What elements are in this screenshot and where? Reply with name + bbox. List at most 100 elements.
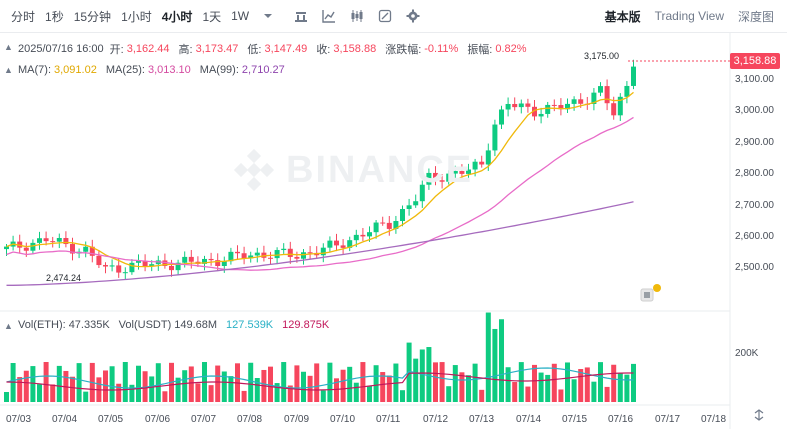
interval-timeline[interactable]: 分时 [11,9,36,24]
ma25-value: 3,013.10 [147,64,191,76]
interval-1h[interactable]: 1小时 [121,9,152,24]
change-value: -0.11% [424,43,459,55]
candle-body [254,252,260,256]
volume-bar [419,349,425,402]
volume-bar [479,389,485,402]
view-tradingview[interactable]: Trading View [654,9,724,23]
interval-1d[interactable]: 1天 [202,9,222,24]
high-label: 高: [178,44,193,56]
view-basic[interactable]: 基本版 [604,9,641,24]
volume-bar [314,363,320,402]
volume-bar [598,362,603,402]
time-axis-label: 07/08 [237,414,263,425]
candle-body [518,103,524,108]
candle-body [122,272,128,274]
time-axis-label: 07/12 [423,414,449,425]
price-axis-label: 2,500.00 [735,262,774,273]
time-axis-label: 07/10 [330,414,356,425]
price-axis-label: 2,700.00 [735,200,774,211]
interval-1w[interactable]: 1W [231,9,250,23]
ma99-value: 2,710.27 [241,64,285,76]
candle-body [611,103,617,116]
candle-body [89,246,95,256]
watermark-text: BINANCE [286,148,474,191]
volume-bar [611,364,617,402]
candle-body [208,258,214,261]
ohlc-info: 2025/07/16 16:00 开: 3,162.44 高: 3,173.47… [18,41,536,57]
candle-body [604,86,610,104]
volume-axis-label: 200K [735,348,759,359]
volume-bar [23,370,29,402]
chart-toolbar: 分时 1秒 15分钟 1小时 4小时 1天 1W 基本版 Trading Vie… [0,0,787,32]
ma25-line [6,116,634,271]
volume-bar [571,379,577,402]
plugin-icon[interactable] [640,284,661,302]
candle-body [4,246,9,250]
volume-bar [617,372,623,402]
candle-body [380,222,386,224]
volume-bar [532,364,537,402]
volume-bar [505,367,511,402]
collapse-ohlc-icon[interactable]: ▲ [4,42,13,52]
candle-type-icon[interactable] [292,7,310,25]
candle-body [307,252,313,254]
candle-body [294,256,300,259]
candle-body [446,173,452,182]
volume-bar [182,370,188,402]
volume-bar [353,382,359,402]
candle-body [400,209,405,222]
volume-bar [327,362,333,402]
volume-bar [525,386,531,402]
indicator-icon[interactable] [320,7,338,25]
volume-bar [116,383,122,402]
candle-body [466,169,471,174]
interval-4h[interactable]: 4小时 [161,9,193,24]
volume-bar [558,389,564,402]
volume-bar [386,375,392,402]
collapse-volume-icon[interactable]: ▲ [4,321,13,331]
volume-bar [340,369,346,402]
axis-settings-icon[interactable] [753,409,767,423]
open-label: 开: [109,44,124,56]
candle-body [301,252,306,259]
interval-1s[interactable]: 1秒 [45,9,64,24]
candle-body [459,171,465,174]
time-axis-label: 07/18 [701,414,727,425]
volume-bar [631,363,636,402]
interval-selector: 分时 1秒 15分钟 1小时 4小时 1天 1W [0,7,427,25]
vol-eth-label: Vol(ETH): [18,319,66,331]
volume-bar [208,385,214,402]
ma99-label: MA(99): [199,64,239,76]
candle-body [23,247,29,251]
volume-bar [452,365,458,402]
time-axis-label: 07/16 [608,414,634,425]
collapse-ma-icon[interactable]: ▲ [4,65,13,75]
interval-15m[interactable]: 15分钟 [73,9,112,24]
close-value: 3,158.88 [333,43,377,55]
vol-usdt-value: 149.68M [174,319,218,331]
settings-icon[interactable] [404,7,422,25]
candle-body [327,240,333,248]
candle-body [136,260,141,263]
time-axis-label: 07/09 [284,414,310,425]
drawing-icon[interactable] [376,7,394,25]
view-depth[interactable]: 深度图 [737,9,774,24]
time-axis-label: 07/07 [191,414,217,425]
candle-body [182,256,188,263]
candle-body [545,104,551,114]
candle-date: 2025/07/16 16:00 [18,43,104,55]
candle-body [499,109,504,125]
candlestick-icon[interactable] [348,7,366,25]
volume-bar [4,392,9,402]
volume-bar [70,376,75,402]
vol-ma2-value: 129.875K [282,319,330,331]
candle-body [512,103,518,108]
volume-bar [301,371,306,402]
candle-body [37,238,42,243]
high-value: 3,173.47 [195,43,239,55]
volume-bar [584,367,590,402]
volume-bar [136,365,141,402]
chevron-down-icon[interactable] [259,7,277,25]
volume-bar [162,391,168,402]
